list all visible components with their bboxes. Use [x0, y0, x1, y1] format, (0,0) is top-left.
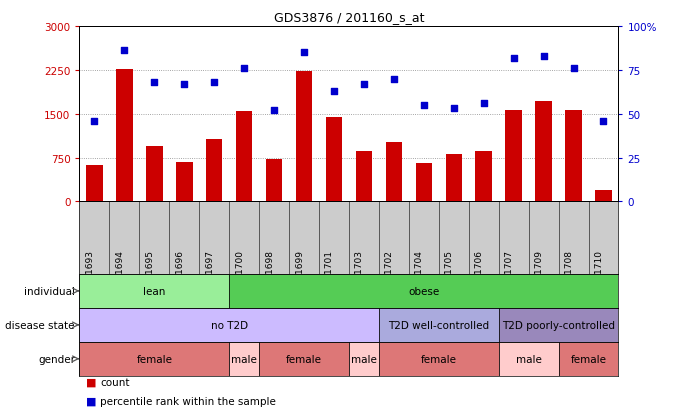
Bar	[565, 111, 582, 202]
Bar	[446, 155, 462, 202]
Bar	[379, 342, 499, 376]
Bar	[266, 159, 283, 202]
Text: female: female	[421, 354, 457, 364]
Text: female: female	[286, 354, 322, 364]
Text: count: count	[100, 377, 130, 387]
Point	[359, 81, 370, 88]
Text: disease state: disease state	[6, 320, 75, 330]
Point	[538, 53, 549, 60]
Bar	[236, 112, 252, 202]
Text: female: female	[571, 354, 607, 364]
Text: male: male	[231, 354, 257, 364]
Point	[119, 48, 130, 55]
Text: male: male	[351, 354, 377, 364]
Point	[598, 118, 609, 125]
Point	[448, 106, 460, 112]
Bar	[475, 151, 492, 202]
Text: female: female	[136, 354, 172, 364]
Bar	[325, 118, 342, 202]
Text: T2D poorly-controlled: T2D poorly-controlled	[502, 320, 615, 330]
Bar	[146, 147, 162, 202]
Bar	[116, 69, 133, 202]
Bar	[499, 308, 618, 342]
Text: male: male	[515, 354, 542, 364]
Text: gender: gender	[38, 354, 75, 364]
Bar	[349, 342, 379, 376]
Point	[89, 118, 100, 125]
Point	[209, 80, 220, 86]
Bar	[229, 342, 259, 376]
Text: ■: ■	[86, 377, 97, 387]
Point	[478, 101, 489, 107]
Bar	[356, 151, 372, 202]
Bar	[505, 111, 522, 202]
Point	[299, 50, 310, 57]
Bar	[558, 342, 618, 376]
Text: T2D well-controlled: T2D well-controlled	[388, 320, 489, 330]
Bar	[386, 142, 402, 202]
Point	[269, 108, 280, 114]
Point	[508, 55, 519, 62]
Point	[149, 80, 160, 86]
Text: obese: obese	[408, 286, 439, 296]
Title: GDS3876 / 201160_s_at: GDS3876 / 201160_s_at	[274, 11, 424, 24]
Bar	[595, 190, 612, 202]
Bar	[176, 162, 193, 202]
Point	[328, 88, 339, 95]
Bar	[206, 140, 223, 202]
Bar	[259, 342, 349, 376]
Bar	[79, 308, 379, 342]
Text: percentile rank within the sample: percentile rank within the sample	[100, 396, 276, 406]
Bar	[79, 342, 229, 376]
Text: individual: individual	[24, 286, 75, 296]
Bar	[499, 342, 558, 376]
Bar	[536, 102, 552, 202]
Point	[388, 76, 399, 83]
Point	[418, 102, 429, 109]
Text: ■: ■	[86, 396, 97, 406]
Bar	[86, 166, 103, 202]
Text: no T2D: no T2D	[211, 320, 248, 330]
Bar	[379, 308, 499, 342]
Point	[179, 81, 190, 88]
Point	[568, 66, 579, 72]
Bar	[415, 164, 432, 202]
Text: lean: lean	[143, 286, 166, 296]
Bar	[79, 274, 229, 308]
Bar	[229, 274, 618, 308]
Point	[238, 66, 249, 72]
Bar	[296, 72, 312, 202]
